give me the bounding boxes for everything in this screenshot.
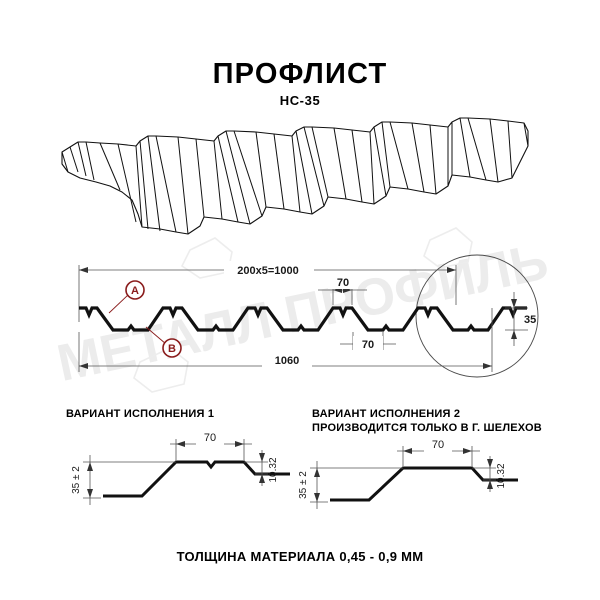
variant-2-hgt-arrow-bottom	[314, 493, 320, 502]
variant-2-thk-arrow-top	[487, 459, 493, 468]
top-dimension-label: 200x5=1000	[237, 265, 298, 277]
top-dim-arrow-right	[447, 267, 456, 273]
variant-2-caption-line-2: ПРОИЗВОДИТСЯ ТОЛЬКО В Г. ШЕЛЕХОВ	[312, 422, 542, 434]
variant-2-height-label: 35 ± 2	[298, 471, 309, 499]
marker-b[interactable]: B	[145, 326, 182, 358]
marker-a-label: A	[131, 285, 139, 297]
bottom-dim-arrow-left	[79, 363, 88, 369]
variant-1-height-label: 35 ± 2	[71, 466, 82, 494]
variant-2-thickness-label: 10.32	[496, 463, 507, 488]
variant-2-top-width-label: 70	[432, 439, 444, 451]
marker-b-label: B	[168, 343, 176, 355]
variant-1-top-dim-arrow-left	[176, 441, 185, 447]
main-profile-drawing: 200x5=1000 70 70	[78, 254, 539, 378]
material-thickness-note: ТОЛЩИНА МАТЕРИАЛА 0,45 - 0,9 ММ	[177, 549, 424, 564]
crest-width-label: 70	[337, 277, 349, 289]
variant-2-top-dim-arrow-right	[463, 448, 472, 454]
marker-b-circle	[162, 338, 182, 358]
variant-1-top-dim-arrow-right	[235, 441, 244, 447]
bottom-dim-arrow-right	[483, 363, 492, 369]
top-dim-arrow-left	[79, 267, 88, 273]
valley-width-label: 70	[362, 339, 374, 351]
variant-1-thickness-label: 10.32	[268, 457, 279, 482]
variant-1-thk-arrow-bottom	[259, 474, 265, 483]
variant-1-block: ВАРИАНТ ИСПОЛНЕНИЯ 1 70 10.32 3	[66, 408, 290, 505]
marker-a-circle	[125, 280, 145, 300]
crest-dim-label-bg	[328, 274, 358, 289]
top-dim-label-bg	[224, 261, 314, 278]
height-dim-arrow-top	[511, 299, 517, 308]
marker-a-leader	[108, 293, 130, 314]
crest-width-dimension	[318, 286, 367, 305]
bottom-dim-label-bg	[262, 351, 312, 367]
product-model: НС-35	[280, 93, 321, 108]
marker-b-leader	[145, 326, 167, 345]
detail-circle	[415, 254, 539, 378]
variant-1-thk-arrow-top	[259, 453, 265, 462]
height-label: 35	[524, 314, 536, 326]
isometric-sheet-view	[61, 117, 529, 235]
variant-1-profile-path	[103, 460, 290, 498]
variant-1-hgt-arrow-bottom	[87, 489, 93, 498]
variant-1-hgt-arrow-top	[87, 462, 93, 471]
valley-dim-label-bg	[353, 336, 383, 351]
variant-2-hgt-arrow-top	[314, 468, 320, 477]
bottom-dimension-label: 1060	[275, 355, 299, 367]
variant-2-thk-arrow-bottom	[487, 480, 493, 489]
profile-section-path	[79, 306, 527, 332]
variant-2-caption-line-1: ВАРИАНТ ИСПОЛНЕНИЯ 2	[312, 408, 460, 420]
marker-a[interactable]: A	[108, 280, 145, 314]
variant-1-top-width-label: 70	[204, 432, 216, 444]
variant-1-top-dim-bg	[196, 430, 224, 445]
variant-2-top-dim-bg	[424, 437, 452, 452]
page-title: ПРОФЛИСТ	[213, 58, 388, 90]
height-dim-arrow-bottom	[511, 330, 517, 339]
variant-1-caption-line-1: ВАРИАНТ ИСПОЛНЕНИЯ 1	[66, 408, 214, 420]
variant-2-block: ВАРИАНТ ИСПОЛНЕНИЯ 2 ПРОИЗВОДИТСЯ ТОЛЬКО…	[298, 408, 542, 509]
variant-2-top-dim-arrow-left	[403, 448, 412, 454]
